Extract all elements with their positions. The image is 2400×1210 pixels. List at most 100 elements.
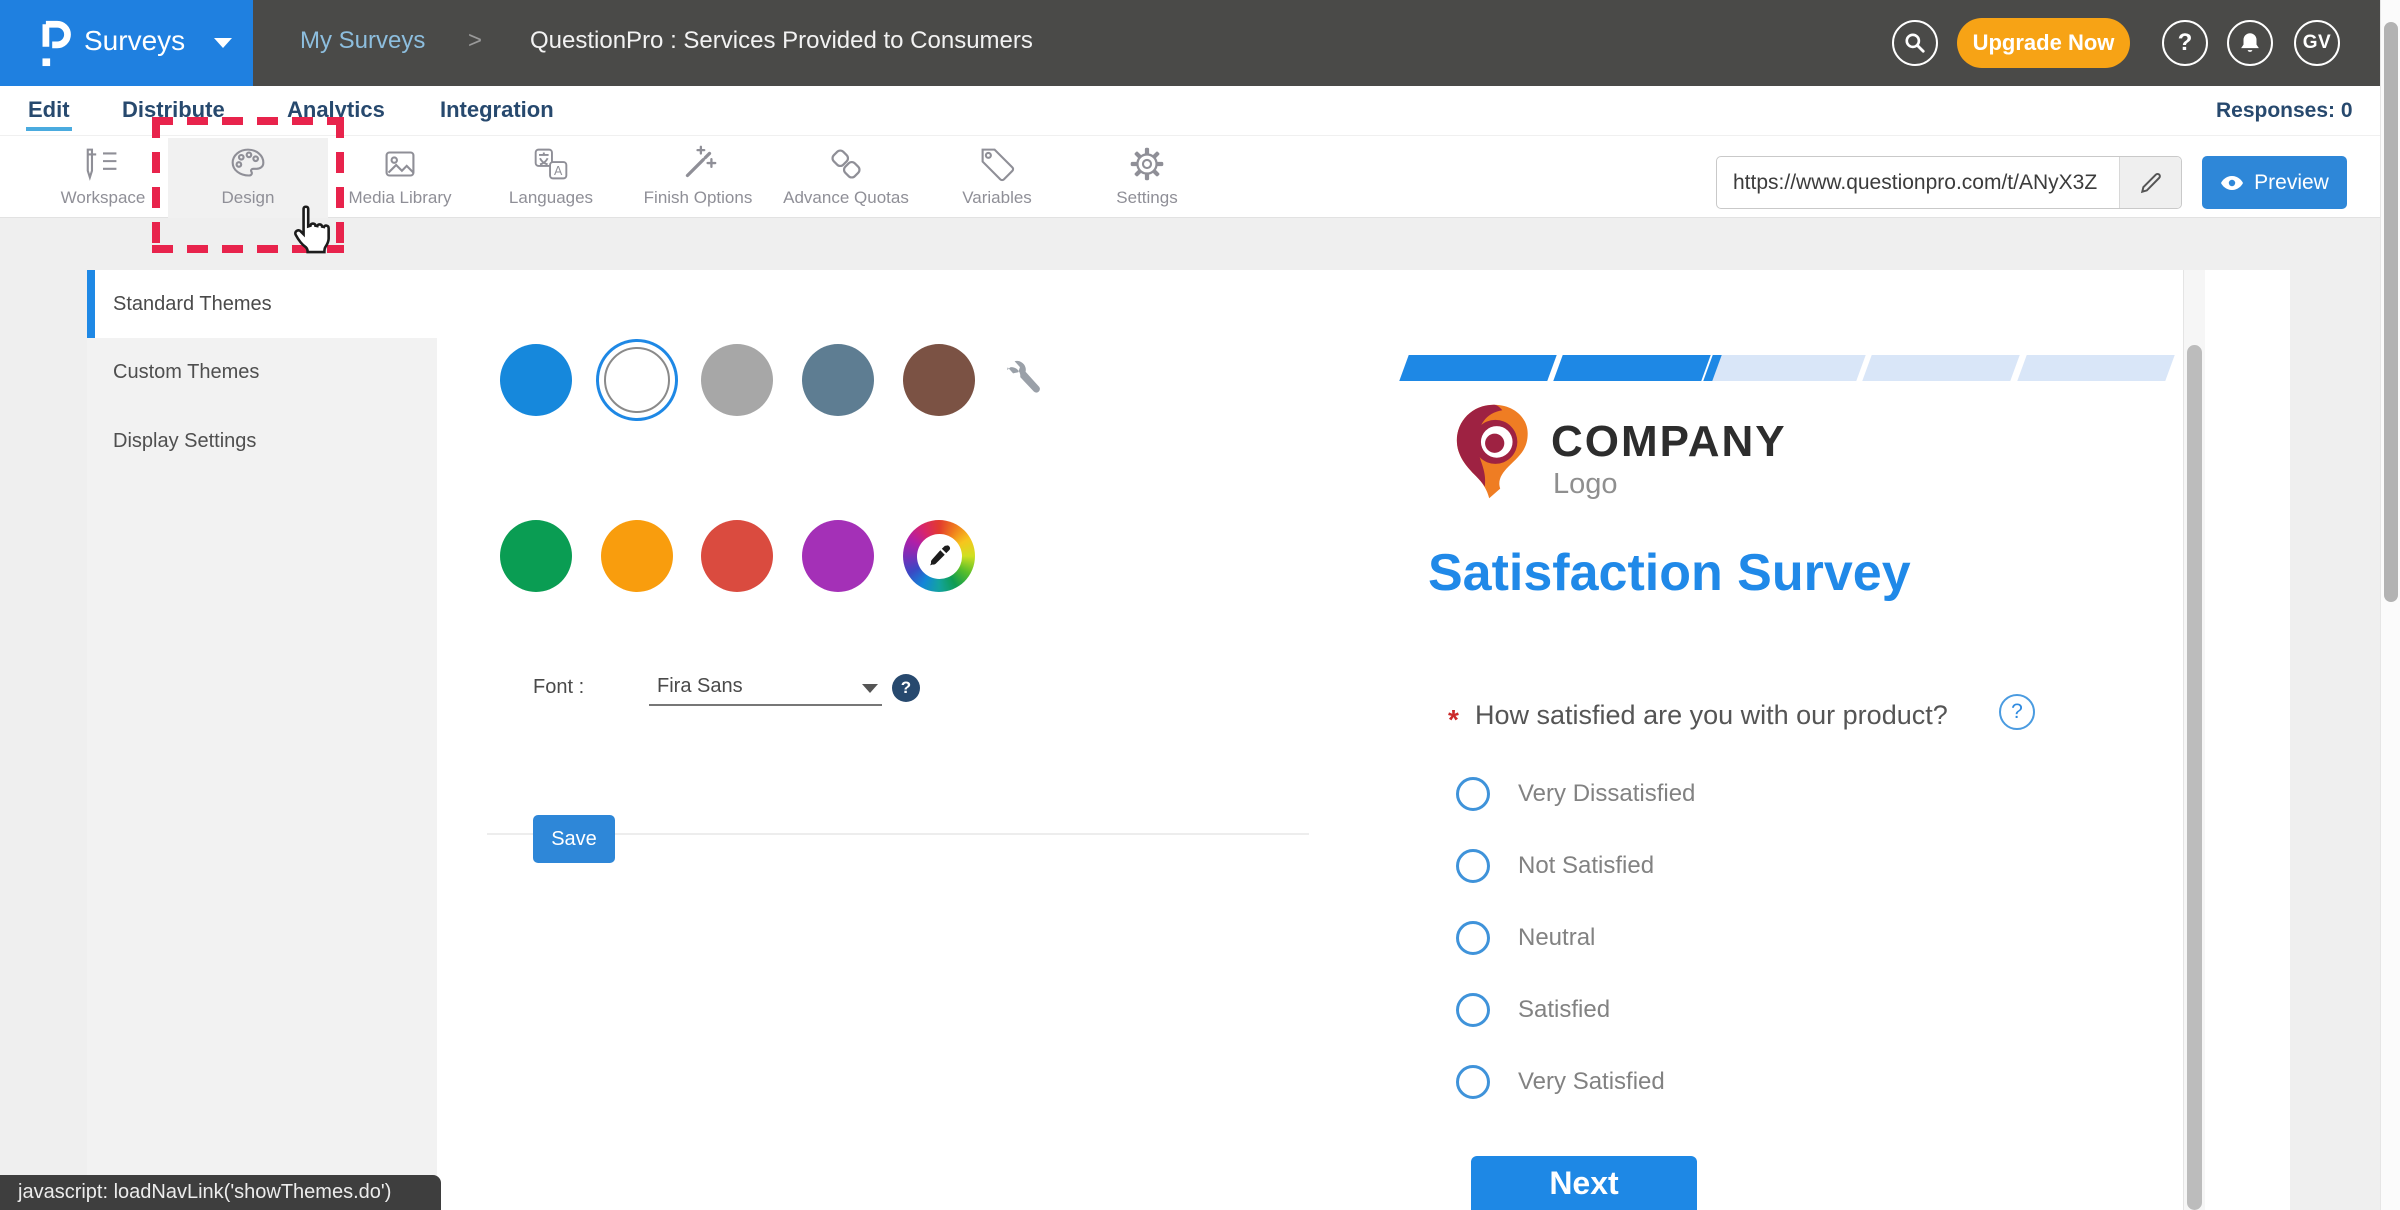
toolbar-label: Workspace [60,188,146,207]
tab-integration[interactable]: Integration [440,97,554,122]
languages-icon: A [534,148,568,180]
toolbar-item-advance-quotas[interactable]: Advance Quotas [771,141,921,208]
edit-toolbar: Workspace Design Media Library A Lan [0,135,2400,218]
wrench-icon [1007,360,1040,393]
company-name: COMPANY [1551,417,1787,466]
theme-swatch-white-selected[interactable] [604,347,670,413]
advance-quotas-icon [831,149,861,179]
cursor-icon [294,205,330,254]
upgrade-now-label: Upgrade Now [1972,30,2115,55]
help-icon: ? [2177,29,2193,56]
radio-button[interactable] [1456,1065,1490,1099]
required-marker: * [1448,704,1459,735]
tab-analytics[interactable]: Analytics [287,97,385,122]
sidebar-item-label: Display Settings [113,430,257,452]
toolbar-item-media-library[interactable]: Media Library [325,141,475,208]
toolbar-item-design[interactable]: Design [173,141,323,208]
preview-scrollbar[interactable] [2183,270,2205,1210]
option-neutral[interactable]: Neutral [1456,921,1595,955]
theme-swatch-green[interactable] [500,520,572,592]
custom-color-picker[interactable] [903,520,975,592]
question-help-icon[interactable]: ? [1999,694,2035,730]
next-button[interactable]: Next [1471,1156,1697,1210]
product-menu[interactable]: Surveys [0,0,253,86]
sidebar-item-display-settings[interactable]: Display Settings [87,407,437,476]
toolbar-item-variables[interactable]: Variables [922,141,1072,208]
toolbar-item-languages[interactable]: A Languages [476,141,626,208]
page-scrollbar-thumb[interactable] [2384,22,2398,602]
customize-theme-button[interactable] [1004,358,1046,400]
color-wheel-center [916,533,962,579]
upgrade-now-button[interactable]: Upgrade Now [1957,18,2130,68]
toolbar-label: Design [221,188,275,207]
tab-distribute[interactable]: Distribute [122,97,225,122]
toolbar-item-workspace[interactable]: Workspace [28,141,178,208]
next-label: Next [1549,1164,1619,1201]
question-help-glyph: ? [2011,700,2023,723]
option-label: Very Satisfied [1518,1068,1665,1095]
option-very-satisfied[interactable]: Very Satisfied [1456,1065,1665,1099]
variables-icon [981,148,1015,182]
font-select[interactable]: Fira Sans [649,670,882,706]
theme-swatch-gray[interactable] [701,344,773,416]
progress-segment [1708,355,1866,381]
section-divider [487,833,1309,835]
finish-options-icon [685,145,717,178]
toolbar-label: Advance Quotas [783,188,909,207]
company-logo-icon [1456,404,1528,499]
progress-segment [1862,355,2021,381]
bell-icon [2241,33,2259,52]
design-icon [231,148,265,177]
responses-count: Responses: 0 [2216,99,2353,122]
radio-button[interactable] [1456,921,1490,955]
avatar-initials: GV [2302,32,2332,53]
save-button[interactable]: Save [533,815,615,863]
option-not-satisfied[interactable]: Not Satisfied [1456,849,1654,883]
sidebar-item-label: Standard Themes [113,292,272,315]
search-button[interactable] [1892,20,1938,66]
edit-url-button[interactable] [2119,157,2181,208]
sidebar-item-standard-themes[interactable]: Standard Themes [87,270,437,338]
preview-scrollbar-thumb[interactable] [2187,345,2202,1210]
theme-swatch-orange[interactable] [601,520,673,592]
radio-button[interactable] [1456,849,1490,883]
toolbar-item-settings[interactable]: Settings [1072,141,1222,208]
theme-swatch-blue[interactable] [500,344,572,416]
preview-label: Preview [2254,170,2329,194]
design-sidebar: Custom Themes Display Settings [87,338,437,1210]
theme-swatch-brown[interactable] [903,344,975,416]
progress-segment [1399,355,1558,381]
help-button[interactable]: ? [2162,20,2208,66]
breadcrumb-my-surveys[interactable]: My Surveys [300,27,426,54]
radio-button[interactable] [1456,777,1490,811]
question-text: How satisfied are you with our product? [1475,700,1948,730]
survey-url-input[interactable] [1717,157,2115,208]
page-scrollbar[interactable] [2380,0,2400,1210]
save-label: Save [551,827,597,850]
option-label: Not Satisfied [1518,852,1655,879]
caret-down-icon [214,38,232,48]
option-very-dissatisfied[interactable]: Very Dissatisfied [1456,777,1695,811]
top-bar: Surveys My Surveys > QuestionPro : Servi… [0,0,2400,86]
theme-swatch-purple[interactable] [802,520,874,592]
option-satisfied[interactable]: Satisfied [1456,993,1610,1027]
theme-swatch-red[interactable] [701,520,773,592]
design-active-background [168,138,328,218]
tab-edit[interactable]: Edit [28,97,70,122]
progress-segment [1553,355,1712,381]
avatar[interactable]: GV [2294,20,2340,66]
toolbar-item-finish-options[interactable]: Finish Options [623,141,773,208]
settings-icon [1130,147,1164,181]
sidebar-item-custom-themes[interactable]: Custom Themes [87,338,437,407]
toolbar-label: Variables [962,188,1032,207]
radio-button[interactable] [1456,993,1490,1027]
svg-text:A: A [554,164,563,178]
option-label: Satisfied [1518,996,1611,1023]
edit-url-icon [2140,172,2161,193]
questionpro-logo-icon [42,20,71,67]
font-help-button[interactable]: ? [892,674,920,702]
toolbar-label: Media Library [348,188,452,207]
theme-swatch-slate[interactable] [802,344,874,416]
notifications-button[interactable] [2227,20,2273,66]
preview-button[interactable]: Preview [2202,156,2347,209]
